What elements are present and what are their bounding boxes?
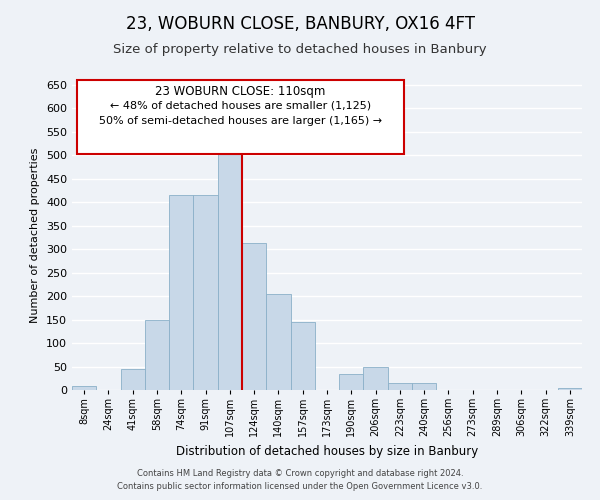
Bar xyxy=(266,294,290,390)
Bar xyxy=(145,320,169,390)
Text: Contains HM Land Registry data © Crown copyright and database right 2024.: Contains HM Land Registry data © Crown c… xyxy=(137,468,463,477)
Y-axis label: Number of detached properties: Number of detached properties xyxy=(31,148,40,322)
Bar xyxy=(558,388,582,390)
Bar xyxy=(290,322,315,390)
Bar xyxy=(412,384,436,390)
Text: 50% of semi-detached houses are larger (1,165) →: 50% of semi-detached houses are larger (… xyxy=(99,116,382,126)
Bar xyxy=(339,374,364,390)
Bar xyxy=(364,366,388,390)
Text: Contains public sector information licensed under the Open Government Licence v3: Contains public sector information licen… xyxy=(118,482,482,491)
Bar xyxy=(242,244,266,390)
Text: 23 WOBURN CLOSE: 110sqm: 23 WOBURN CLOSE: 110sqm xyxy=(155,84,325,98)
Bar xyxy=(169,195,193,390)
Text: ← 48% of detached houses are smaller (1,125): ← 48% of detached houses are smaller (1,… xyxy=(110,100,371,110)
Bar xyxy=(388,383,412,390)
Bar xyxy=(218,138,242,390)
Bar xyxy=(193,195,218,390)
Text: 23, WOBURN CLOSE, BANBURY, OX16 4FT: 23, WOBURN CLOSE, BANBURY, OX16 4FT xyxy=(125,15,475,33)
FancyBboxPatch shape xyxy=(77,80,404,154)
X-axis label: Distribution of detached houses by size in Banbury: Distribution of detached houses by size … xyxy=(176,444,478,458)
Bar xyxy=(121,370,145,390)
Text: Size of property relative to detached houses in Banbury: Size of property relative to detached ho… xyxy=(113,42,487,56)
Bar xyxy=(72,386,96,390)
